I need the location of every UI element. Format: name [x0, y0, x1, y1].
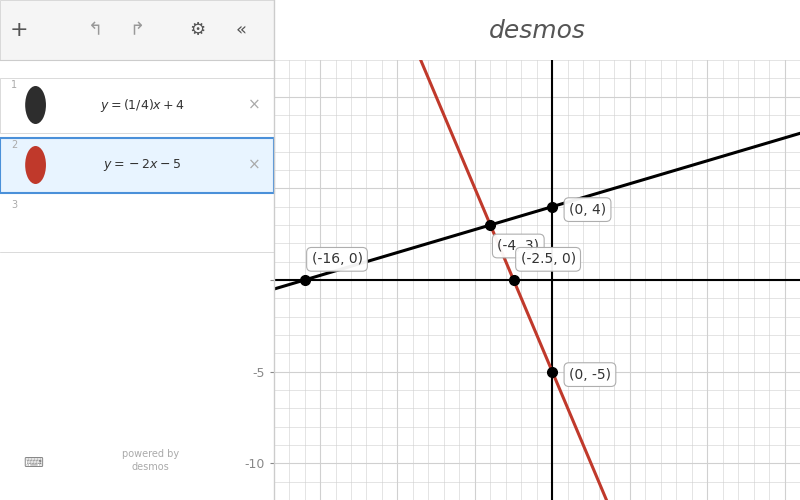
Text: ⌨: ⌨: [23, 456, 43, 470]
Text: ×: ×: [248, 158, 261, 172]
Text: +: +: [10, 20, 29, 40]
Text: ⚙: ⚙: [189, 21, 205, 39]
Text: (-16, 0): (-16, 0): [311, 252, 362, 266]
Text: «: «: [235, 21, 246, 39]
Text: (-2.5, 0): (-2.5, 0): [521, 252, 576, 266]
Text: ↱: ↱: [130, 21, 144, 39]
Text: 1: 1: [11, 80, 17, 90]
Text: powered by
desmos: powered by desmos: [122, 450, 179, 472]
FancyBboxPatch shape: [0, 0, 274, 60]
Text: (-4, 3): (-4, 3): [498, 239, 539, 253]
Text: 2: 2: [11, 140, 17, 150]
Text: desmos: desmos: [488, 19, 586, 43]
Text: (0, 4): (0, 4): [569, 202, 606, 216]
Text: (0, -5): (0, -5): [569, 368, 611, 382]
Text: 3: 3: [11, 200, 17, 210]
Text: $y = -2x - 5$: $y = -2x - 5$: [103, 157, 182, 173]
Text: $y = (1/4)x + 4$: $y = (1/4)x + 4$: [100, 96, 185, 114]
Circle shape: [25, 86, 46, 124]
Circle shape: [25, 146, 46, 184]
Text: ↰: ↰: [88, 21, 103, 39]
FancyBboxPatch shape: [0, 78, 274, 132]
Text: ×: ×: [248, 98, 261, 112]
FancyBboxPatch shape: [0, 138, 274, 192]
